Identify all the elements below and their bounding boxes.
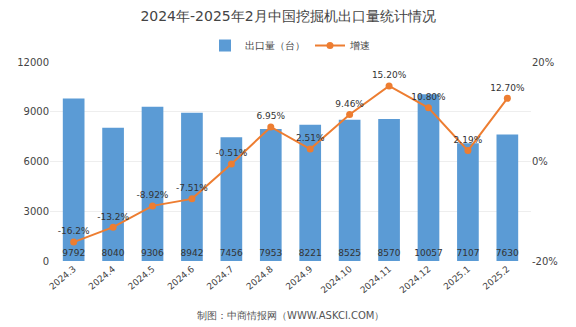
svg-text:12.70%: 12.70%	[490, 83, 525, 93]
svg-text:9306: 9306	[141, 248, 164, 258]
svg-text:9000: 9000	[24, 106, 49, 117]
svg-text:3000: 3000	[24, 206, 49, 217]
svg-text:2024.9: 2024.9	[284, 264, 315, 292]
svg-text:15.20%: 15.20%	[372, 70, 407, 80]
svg-text:8942: 8942	[180, 248, 203, 258]
svg-text:10.80%: 10.80%	[411, 92, 446, 102]
svg-text:9792: 9792	[62, 248, 85, 258]
svg-text:-13.2%: -13.2%	[97, 212, 129, 222]
svg-text:-0.51%: -0.51%	[215, 148, 247, 158]
svg-text:2024.7: 2024.7	[205, 264, 236, 292]
svg-text:6000: 6000	[24, 156, 49, 167]
svg-text:2024.6: 2024.6	[166, 264, 197, 292]
svg-text:2024.11: 2024.11	[358, 264, 393, 296]
svg-text:0%: 0%	[532, 156, 548, 167]
svg-text:2025.1: 2025.1	[442, 264, 473, 292]
svg-text:7630: 7630	[496, 248, 519, 258]
svg-text:8570: 8570	[377, 248, 400, 258]
svg-text:制图：中商情报网（WWW.ASKCI.COM）: 制图：中商情报网（WWW.ASKCI.COM）	[197, 310, 385, 321]
svg-text:8525: 8525	[338, 248, 361, 258]
svg-text:6.95%: 6.95%	[256, 111, 285, 121]
svg-text:7456: 7456	[220, 248, 243, 258]
svg-text:2024.10: 2024.10	[319, 264, 354, 296]
svg-text:20%: 20%	[532, 57, 554, 68]
svg-text:-7.51%: -7.51%	[176, 183, 208, 193]
svg-text:7107: 7107	[456, 248, 479, 258]
svg-text:2024.3: 2024.3	[47, 264, 78, 292]
svg-text:2024.5: 2024.5	[126, 264, 157, 292]
svg-text:-16.2%: -16.2%	[58, 226, 90, 236]
svg-text:8040: 8040	[101, 248, 124, 258]
svg-text:2024.4: 2024.4	[87, 264, 118, 292]
svg-text:8221: 8221	[299, 248, 322, 258]
svg-text:-8.92%: -8.92%	[137, 190, 169, 200]
svg-text:9.46%: 9.46%	[335, 99, 364, 109]
svg-text:2.19%: 2.19%	[454, 135, 483, 145]
svg-text:出口量（台）: 出口量（台）	[245, 40, 305, 51]
svg-text:2024.8: 2024.8	[244, 264, 275, 292]
svg-text:-20%: -20%	[532, 256, 558, 267]
svg-text:增速: 增速	[349, 40, 370, 51]
svg-text:12000: 12000	[17, 57, 49, 68]
svg-text:2024.12: 2024.12	[398, 264, 433, 296]
svg-text:10057: 10057	[414, 248, 443, 258]
svg-text:2.51%: 2.51%	[296, 133, 325, 143]
svg-text:2025.2: 2025.2	[481, 264, 512, 292]
svg-text:0: 0	[43, 256, 49, 267]
svg-text:7953: 7953	[259, 248, 282, 258]
svg-text:2024年-2025年2月中国挖掘机出口量统计情况: 2024年-2025年2月中国挖掘机出口量统计情况	[140, 8, 435, 24]
